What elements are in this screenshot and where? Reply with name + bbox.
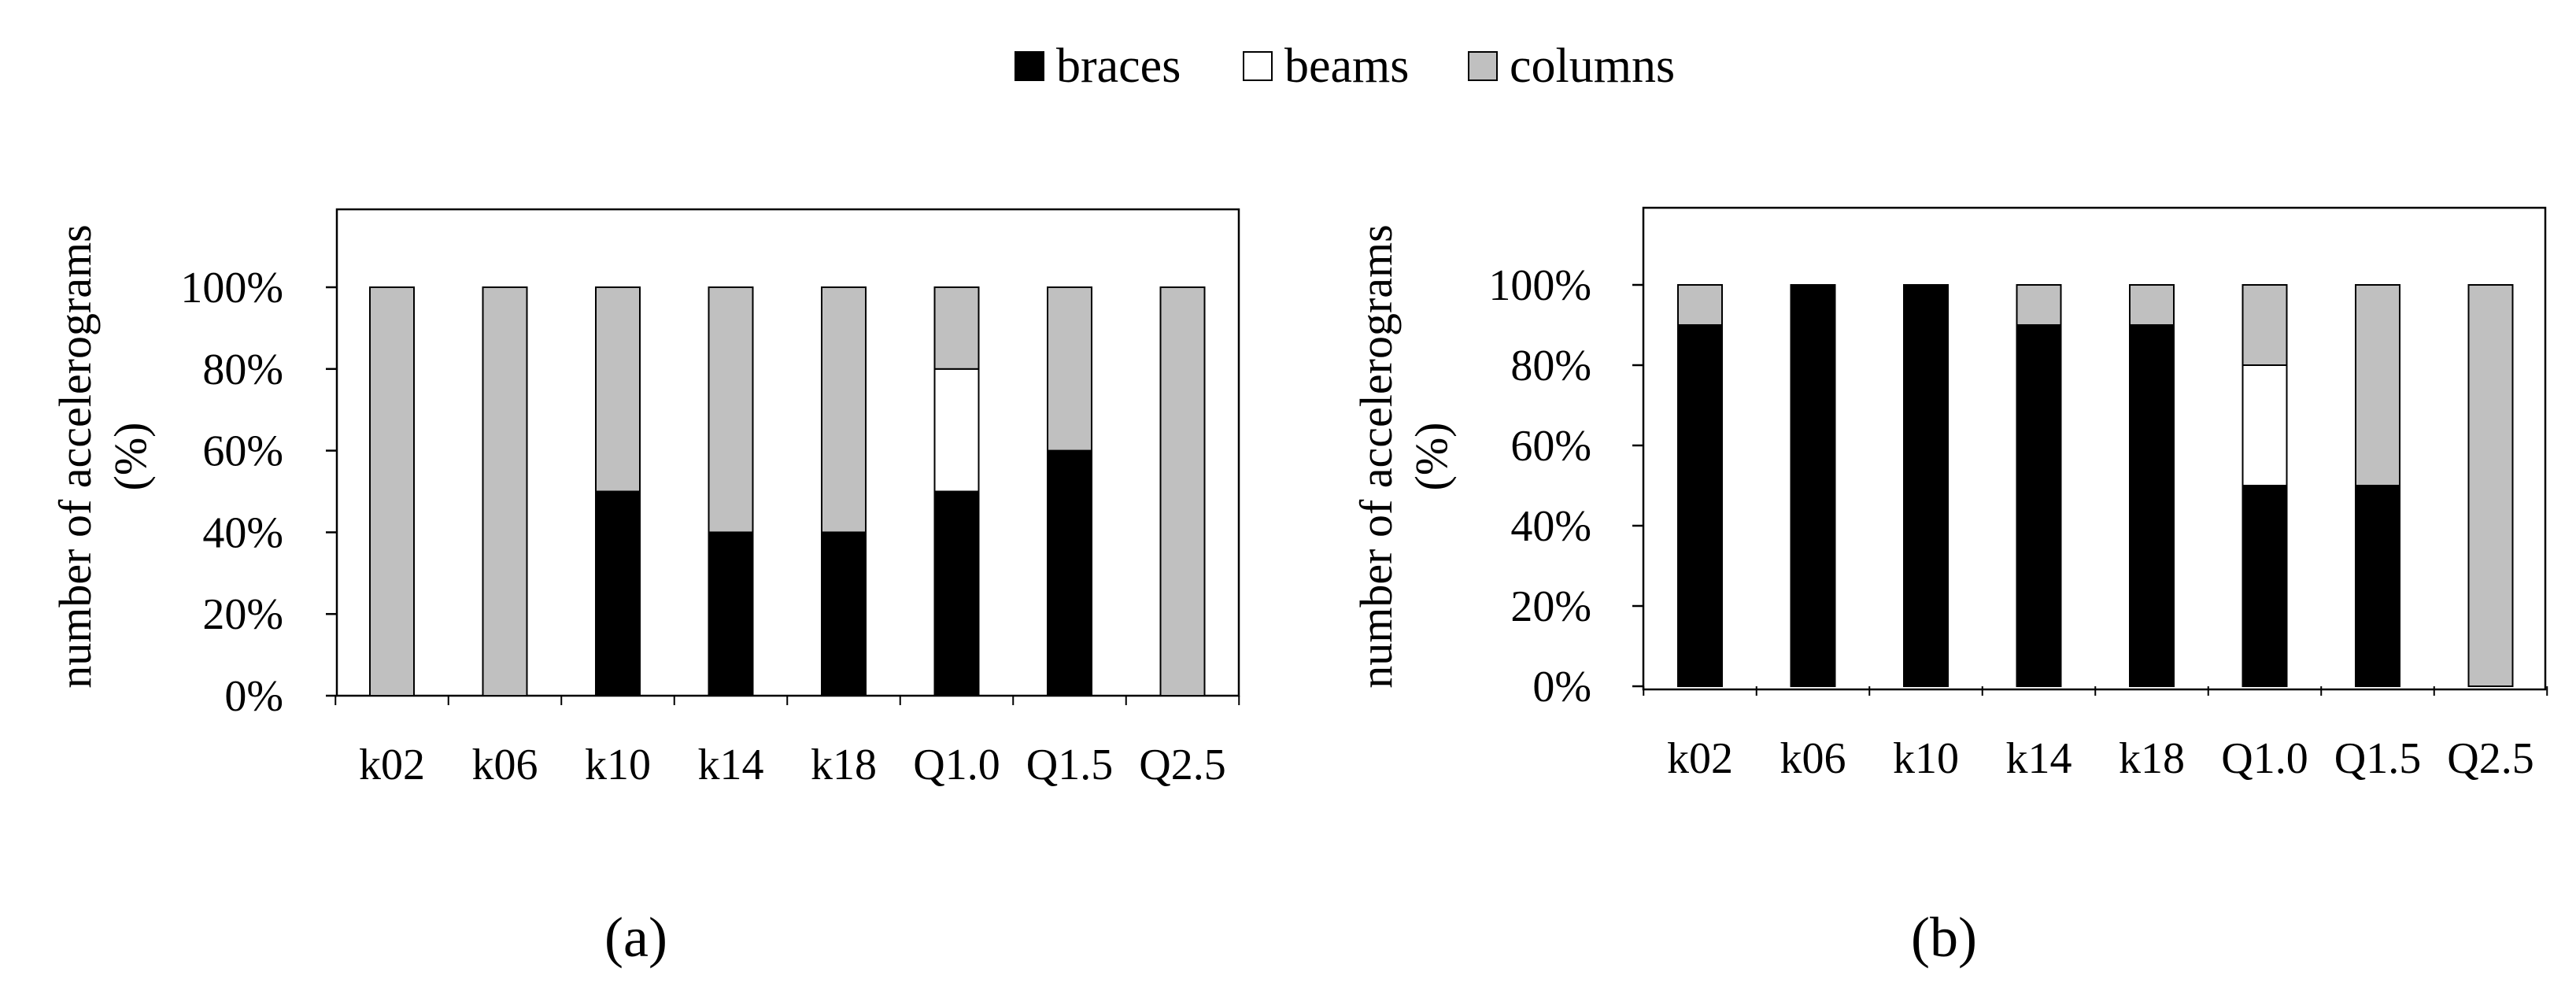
bar-segment-columns-k18 (821, 286, 867, 534)
y-axis-label-a: number of accelerograms (%) (50, 224, 156, 688)
bar-segment-braces-Q1.0 (933, 490, 980, 696)
y-axis-label-b-line2: (%) (1406, 423, 1457, 491)
bar-segment-columns-Q1.0 (2242, 284, 2288, 366)
y-tick-label-b: 100% (1488, 261, 1591, 310)
y-tick-label-b: 60% (1510, 422, 1591, 471)
chart-panel-b: 0% 20% 40% 60% 80% 100% k02 k06 k10 k14 k18 Q1.0 Q1.… (1351, 206, 2548, 969)
x-tick-label-b: k06 (1780, 734, 1846, 783)
y-tick-label-a: 60% (202, 427, 283, 476)
legend-label-beams: beams (1284, 39, 1409, 93)
y-tick-label-b: 20% (1510, 582, 1591, 631)
x-tick-label-a: k02 (359, 741, 425, 789)
bar-segment-columns-k02 (1677, 284, 1723, 326)
bar-segment-columns-k18 (2129, 284, 2175, 326)
panel-label-b: (b) (1911, 906, 1977, 969)
x-tick-label-b: Q1.0 (2221, 734, 2308, 783)
x-tick-label-a: k10 (585, 741, 651, 789)
legend-label-columns: columns (1510, 39, 1675, 93)
legend-swatch-columns (1468, 51, 1498, 81)
y-tick-label-b: 40% (1510, 502, 1591, 551)
bar-segment-columns-k02 (369, 286, 415, 696)
legend: braces beams columns (1015, 39, 1675, 93)
chart-frame-b (1642, 206, 2547, 691)
bar-segment-beams-Q1.0 (2242, 364, 2288, 486)
y-tick-label-a: 80% (202, 345, 283, 394)
bar-segment-braces-k02 (1677, 324, 1723, 687)
y-axis-label-b-line1: number of accelerograms (1351, 224, 1402, 688)
bar-segment-columns-Q1.5 (1047, 286, 1092, 452)
y-tick-label-a: 100% (180, 264, 283, 312)
bar-segment-braces-k14 (2016, 324, 2062, 687)
bar-segment-braces-k06 (1790, 284, 1836, 687)
y-tick-label-a: 0% (224, 672, 283, 721)
bar-segment-braces-k18 (821, 531, 867, 697)
bar-segment-columns-Q1.0 (933, 286, 980, 370)
legend-swatch-braces (1015, 51, 1044, 81)
panel-label-a: (a) (604, 906, 667, 969)
y-axis-label-a-line1: number of accelerograms (50, 224, 101, 688)
bar-segment-braces-k10 (595, 490, 641, 696)
x-tick-label-b: k10 (1893, 734, 1959, 783)
chart-frame-a (335, 208, 1240, 697)
bar-segment-columns-Q2.5 (2467, 284, 2514, 687)
bar-segment-columns-k10 (595, 286, 641, 493)
x-tick-label-a: k18 (811, 741, 877, 789)
x-tick-label-b: k18 (2119, 734, 2185, 783)
bar-segment-braces-Q1.0 (2242, 485, 2288, 687)
y-tick-label-b: 80% (1510, 342, 1591, 390)
y-tick-label-b: 0% (1532, 663, 1591, 711)
bar-segment-braces-k18 (2129, 324, 2175, 687)
bar-segment-columns-k14 (2016, 284, 2062, 326)
legend-swatch-beams (1243, 51, 1273, 81)
x-tick-label-a: k06 (472, 741, 538, 789)
bar-segment-braces-k10 (1903, 284, 1949, 687)
x-tick-label-a: k14 (698, 741, 764, 789)
bar-segment-columns-Q1.5 (2355, 284, 2400, 486)
y-axis-label-b: number of accelerograms (%) (1351, 224, 1457, 688)
x-tick-label-a: Q1.5 (1026, 741, 1113, 789)
bar-segment-braces-k14 (708, 531, 754, 697)
x-tick-label-b: k14 (2006, 734, 2072, 783)
y-tick-label-a: 20% (202, 590, 283, 639)
bar-segment-columns-k06 (482, 286, 528, 696)
bar-segment-beams-Q1.0 (933, 368, 980, 493)
x-tick-label-b: Q2.5 (2447, 734, 2533, 783)
legend-label-braces: braces (1056, 39, 1181, 93)
bar-segment-braces-Q1.5 (2355, 485, 2400, 687)
x-tick-label-a: Q1.0 (913, 741, 1000, 789)
bar-segment-columns-k14 (708, 286, 754, 534)
x-tick-label-b: Q1.5 (2334, 734, 2421, 783)
bar-segment-columns-Q2.5 (1159, 286, 1206, 696)
chart-panel-a: 0% 20% 40% 60% 80% 100% k02 k06 k10 k14 k18 Q1.0 Q1.… (50, 208, 1240, 969)
x-tick-label-a: Q2.5 (1139, 741, 1225, 789)
y-axis-label-a-line2: (%) (105, 423, 156, 491)
x-tick-label-b: k02 (1667, 734, 1733, 783)
y-tick-label-a: 40% (202, 508, 283, 557)
bar-segment-braces-Q1.5 (1047, 449, 1092, 696)
